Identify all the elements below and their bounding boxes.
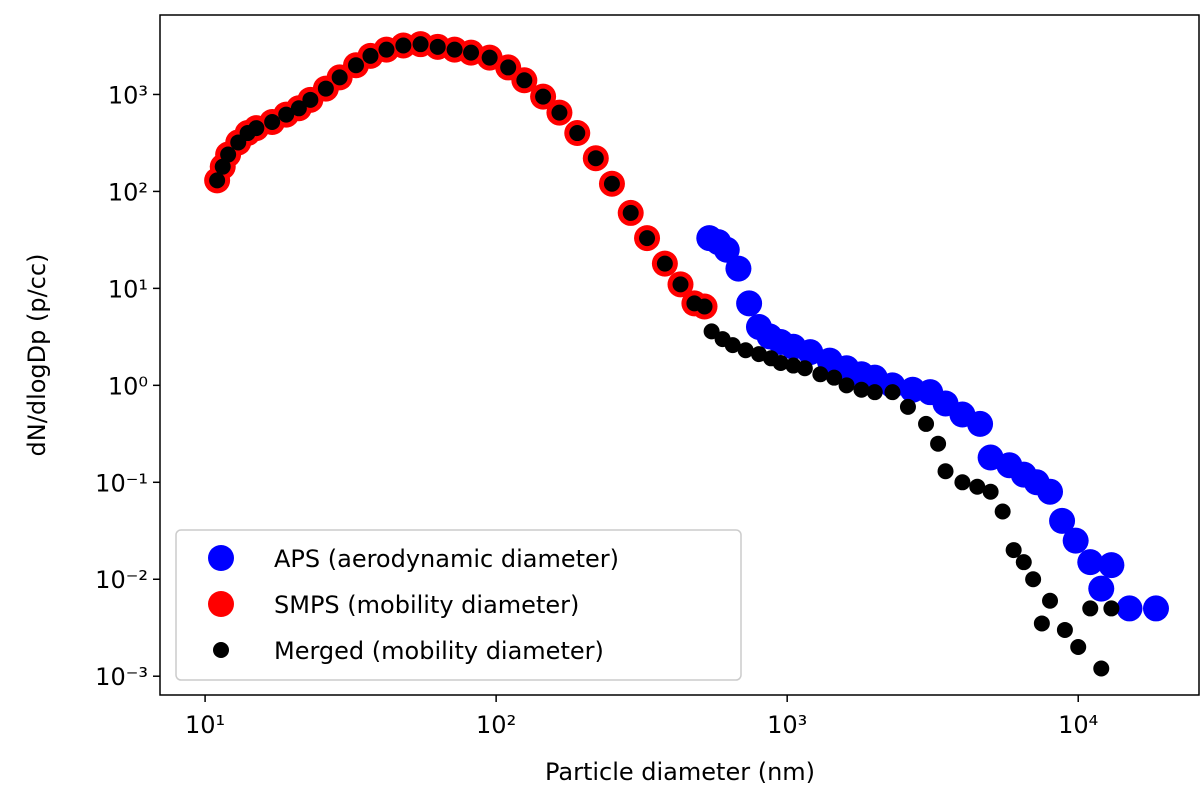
point — [429, 38, 446, 55]
point — [982, 483, 999, 500]
point — [937, 463, 954, 480]
point — [603, 175, 620, 192]
point — [481, 49, 498, 66]
point — [750, 346, 767, 363]
point — [1103, 600, 1120, 617]
legend-label: Merged (mobility diameter) — [274, 637, 604, 665]
x-axis-label: Particle diameter (nm) — [545, 758, 815, 786]
point — [214, 158, 231, 175]
point — [954, 474, 971, 491]
point — [866, 384, 883, 401]
point — [1049, 507, 1076, 534]
point — [331, 69, 348, 86]
point — [899, 398, 916, 415]
point — [302, 91, 319, 108]
y-tick-label: 10⁻¹ — [95, 469, 148, 497]
legend-marker — [208, 591, 234, 617]
y-tick-label: 10⁻² — [95, 566, 148, 594]
legend-label: APS (aerodynamic diameter) — [274, 545, 619, 573]
point — [1005, 542, 1022, 559]
point — [1098, 552, 1125, 579]
point — [639, 230, 656, 247]
point — [967, 410, 994, 437]
point — [918, 415, 935, 432]
point — [220, 146, 237, 163]
point — [463, 44, 480, 61]
point — [622, 204, 639, 221]
x-tick-label: 10¹ — [185, 711, 225, 739]
y-tick-label: 10⁻³ — [95, 663, 148, 691]
y-tick-label: 10³ — [108, 81, 148, 109]
point — [347, 57, 364, 74]
x-tick-label: 10² — [476, 711, 516, 739]
y-tick-label: 10¹ — [108, 275, 148, 303]
point — [500, 59, 517, 76]
point — [1062, 527, 1089, 554]
point — [994, 503, 1011, 520]
point — [1088, 575, 1115, 602]
point — [290, 100, 307, 117]
point — [1142, 595, 1169, 622]
legend-marker — [213, 642, 229, 658]
point — [853, 381, 870, 398]
point — [412, 36, 429, 53]
point — [1056, 621, 1073, 638]
legend-box — [175, 529, 742, 681]
point — [797, 339, 824, 366]
point — [1116, 595, 1143, 622]
point — [1070, 639, 1087, 656]
point — [672, 276, 689, 293]
x-tick-label: 10⁴ — [1058, 711, 1098, 739]
point — [446, 41, 463, 58]
point — [713, 236, 740, 263]
plot-frame — [159, 14, 1200, 696]
point — [796, 360, 813, 377]
point — [969, 478, 986, 495]
point — [1037, 478, 1064, 505]
point — [1033, 615, 1050, 632]
y-tick-label: 10² — [108, 178, 148, 206]
point — [838, 377, 855, 394]
point — [812, 366, 829, 383]
point — [1077, 549, 1104, 576]
point — [1025, 571, 1042, 588]
point — [395, 37, 412, 54]
point — [725, 255, 752, 282]
point — [930, 435, 947, 452]
legend-marker — [208, 545, 234, 571]
y-axis-label: dN/dlogDp (p/cc) — [23, 254, 51, 457]
legend-label: SMPS (mobility diameter) — [274, 591, 579, 619]
point — [551, 104, 568, 121]
point — [696, 298, 713, 315]
point — [884, 384, 901, 401]
point — [1042, 592, 1059, 609]
point — [736, 290, 763, 317]
point — [569, 125, 586, 142]
point — [264, 113, 281, 130]
point — [587, 150, 604, 167]
point — [317, 80, 334, 97]
point — [1082, 600, 1099, 617]
plot-points — [204, 31, 1169, 677]
point — [378, 41, 395, 58]
point — [209, 172, 226, 189]
x-tick-label: 10³ — [767, 711, 807, 739]
point — [248, 120, 265, 137]
point — [656, 255, 673, 272]
point — [516, 72, 533, 89]
point — [278, 106, 295, 123]
point — [724, 337, 741, 354]
point — [737, 342, 754, 359]
point — [826, 369, 843, 386]
point — [535, 88, 552, 105]
point — [1015, 554, 1032, 571]
y-tick-label: 10⁰ — [108, 372, 148, 400]
point — [772, 354, 789, 371]
point — [362, 47, 379, 64]
point — [1093, 660, 1110, 677]
